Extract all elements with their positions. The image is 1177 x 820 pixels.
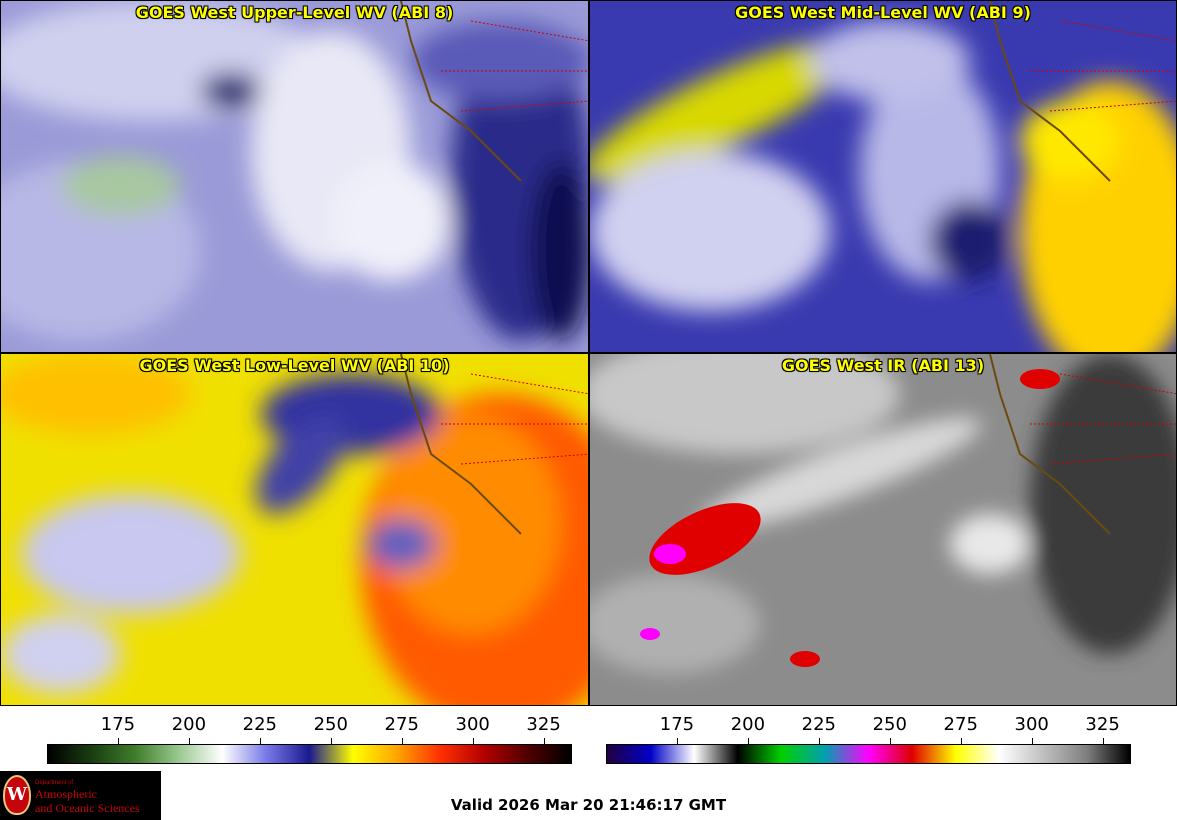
ir-image [590,354,1176,705]
colorbar-tick-mark [117,738,119,744]
panel-upper-level-wv: GOES West Upper-Level WV (ABI 8) [0,0,589,353]
colorbar-tick-label: 225 [801,714,837,735]
colorbar-tick-label: 175 [100,714,136,735]
wv-colorbar [47,744,572,764]
wv-colorbar-ticks: 175 200 225 250 275 300 325 [47,714,572,744]
colorbar-tick-label: 275 [384,714,419,735]
panel-title: GOES West Low-Level WV (ABI 10) [139,356,450,375]
colorbar-tick-mark [543,738,545,744]
colorbar-tick-label: 200 [730,714,766,735]
uw-seal-icon: W [3,775,31,815]
colorbar-tick-mark [259,738,261,744]
colorbar-tick-mark [1031,738,1033,744]
mid-level-wv-image [590,1,1176,352]
panel-ir: GOES West IR (ABI 13) [589,353,1177,706]
colorbar-tick-label: 250 [872,714,907,735]
colorbar-tick-label: 200 [171,714,207,735]
logo-line3: and Oceanic Sciences [35,801,140,815]
colorbar-tick-label: 250 [313,714,348,735]
colorbar-tick-mark [188,738,190,744]
low-level-wv-image [1,354,588,705]
colorbar-tick-label: 325 [1085,714,1120,735]
panel-title: GOES West Upper-Level WV (ABI 8) [135,3,454,22]
colorbar-tick-mark [960,738,962,744]
panel-title: GOES West IR (ABI 13) [781,356,985,375]
logo-line1: Department of [35,780,74,786]
ir-colorbar-ticks: 175 200 225 250 275 300 325 [606,714,1131,744]
panel-mid-level-wv: GOES West Mid-Level WV (ABI 9) [589,0,1177,353]
colorbar-tick-label: 300 [455,714,490,735]
colorbar-tick-label: 275 [943,714,978,735]
ir-cold-cloud-tops [640,369,1060,667]
ir-colorbar [606,744,1131,764]
colorbar-tick-mark [330,738,332,744]
colorbar-tick-mark [401,738,403,744]
upper-level-wv-image [1,1,588,352]
logo-line2: Atmospheric [35,787,97,801]
colorbar-tick-mark [889,738,891,744]
colorbar-tick-mark [818,738,820,744]
colorbar-tick-mark [472,738,474,744]
colorbar-tick-label: 175 [659,714,695,735]
colorbar-tick-label: 300 [1014,714,1049,735]
panel-title: GOES West Mid-Level WV (ABI 9) [735,3,1031,22]
colorbar-tick-mark [676,738,678,744]
valid-time: Valid 2026 Mar 20 21:46:17 GMT [450,796,727,814]
colorbar-tick-label: 325 [526,714,561,735]
colorbar-tick-label: 225 [242,714,278,735]
colorbar-tick-mark [1102,738,1104,744]
colorbar-tick-mark [747,738,749,744]
aos-logo: W Department of Atmospheric and Oceanic … [0,771,161,820]
panel-low-level-wv: GOES West Low-Level WV (ABI 10) [0,353,589,706]
